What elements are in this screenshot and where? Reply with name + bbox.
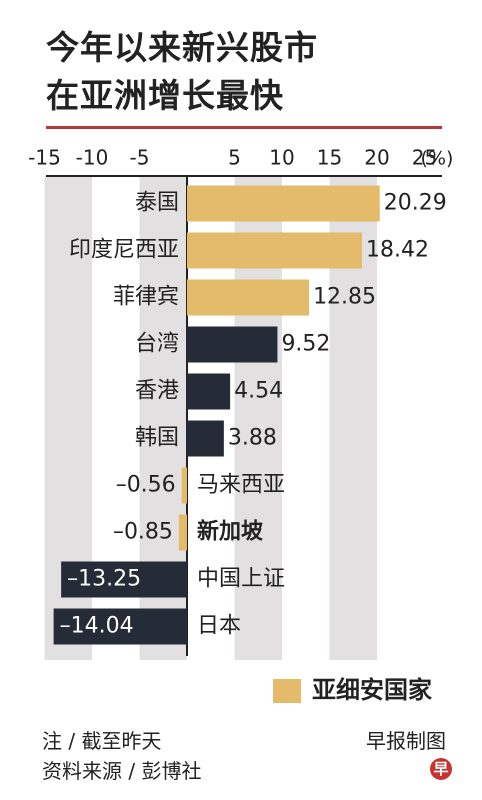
value-label: –0.85	[113, 520, 173, 545]
value-label: –0.56	[116, 473, 176, 498]
bar	[187, 326, 278, 363]
chart-title-line-2: 在亚洲增长最快	[46, 76, 284, 115]
chart-title-line-1: 今年以来新兴股市	[46, 28, 318, 67]
bar	[187, 420, 224, 457]
legend-swatch-asean	[273, 679, 301, 703]
value-label: 12.85	[313, 285, 376, 310]
category-label: 台湾	[135, 332, 179, 357]
bar	[53, 608, 188, 645]
value-label: 3.88	[228, 426, 277, 451]
graphic-credit: 早报制图	[366, 729, 446, 753]
category-label: 印度尼西亚	[69, 238, 179, 263]
value-label: 18.42	[366, 238, 429, 263]
category-label: 日本	[197, 614, 241, 639]
x-tick-label: 25	[412, 146, 437, 170]
value-label: 20.29	[384, 191, 447, 216]
bar	[181, 467, 187, 504]
value-label: –14.04	[60, 614, 134, 639]
bar	[61, 561, 187, 598]
value-label: –13.25	[67, 567, 141, 592]
value-label: 9.52	[281, 332, 330, 357]
x-tick-label: -5	[130, 146, 150, 170]
x-tick-label: 5	[228, 146, 241, 170]
bar	[187, 279, 310, 316]
x-axis-unit: (%)	[421, 148, 454, 170]
legend-label-asean: 亚细安国家	[312, 676, 432, 704]
bar	[178, 514, 187, 551]
category-label: 香港	[135, 379, 179, 404]
title-divider	[46, 126, 442, 129]
footnote-source: 资料来源 / 彭博社	[42, 759, 202, 783]
category-label: 中国上证	[197, 567, 285, 592]
category-label: 新加坡	[197, 519, 263, 545]
footnote-date: 注 / 截至昨天	[42, 729, 162, 753]
bar	[187, 185, 380, 222]
x-tick-label: 20	[364, 146, 389, 170]
value-label: 4.54	[234, 379, 283, 404]
category-label: 韩国	[135, 426, 179, 451]
bar	[187, 232, 362, 269]
category-label: 菲律宾	[113, 285, 179, 310]
category-label: 马来西亚	[197, 473, 285, 498]
category-label: 泰国	[135, 191, 179, 216]
x-tick-label: -15	[28, 146, 61, 170]
bar-chart: -15 -10 -5 5 10 15 20 25(%) 泰国 20.29 印度尼西亚 18.42 菲律宾…	[28, 146, 454, 660]
x-tick-label: 10	[269, 146, 294, 170]
zaobao-logo-icon: 早	[430, 758, 452, 780]
x-tick-label: -10	[76, 146, 109, 170]
bar	[187, 373, 231, 410]
x-tick-label: 15	[317, 146, 342, 170]
